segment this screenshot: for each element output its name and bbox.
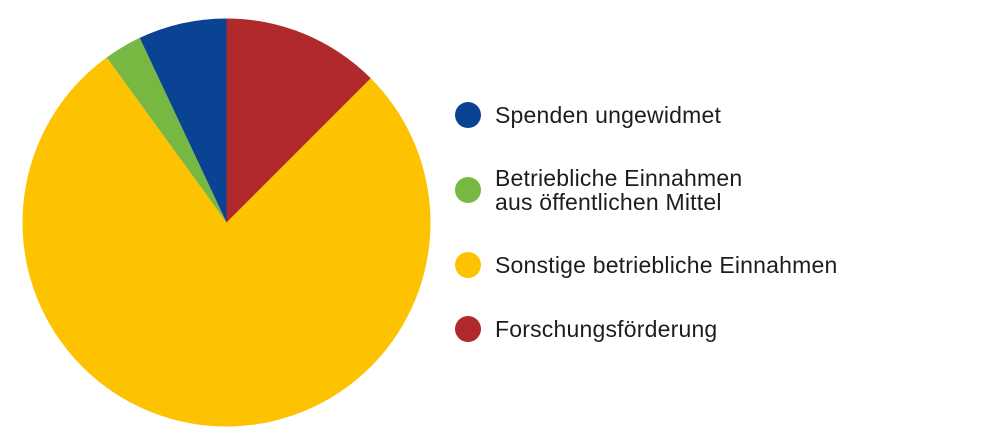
legend-dot-icon (455, 102, 481, 128)
pie-slice-4 (226, 18, 371, 223)
legend-item-forschungsfoerderung: Forschungsförderung (455, 316, 837, 342)
legend: Spenden ungewidmet Betriebliche Einnahme… (455, 102, 837, 342)
legend-label: Betriebliche Einnahmen aus öffentlichen … (495, 165, 743, 215)
legend-label: Sonstige betriebliche Einnahmen (495, 252, 838, 278)
pie-slice-2 (106, 37, 227, 223)
legend-item-sonstige-betriebliche-einnahmen: Sonstige betriebliche Einnahmen (455, 252, 837, 278)
pie-slice-1 (139, 18, 227, 223)
legend-dot-icon (455, 252, 481, 278)
legend-dot-icon (455, 177, 481, 203)
pie-slice-3 (22, 57, 431, 427)
pie-chart-area (0, 0, 460, 446)
legend-label: Spenden ungewidmet (495, 102, 722, 128)
legend-label: Forschungsförderung (495, 316, 718, 342)
pie-chart (22, 18, 431, 427)
legend-item-betriebliche-einnahmen: Betriebliche Einnahmen aus öffentlichen … (455, 166, 837, 214)
legend-item-spenden-ungewidmet: Spenden ungewidmet (455, 102, 837, 128)
legend-dot-icon (455, 316, 481, 342)
